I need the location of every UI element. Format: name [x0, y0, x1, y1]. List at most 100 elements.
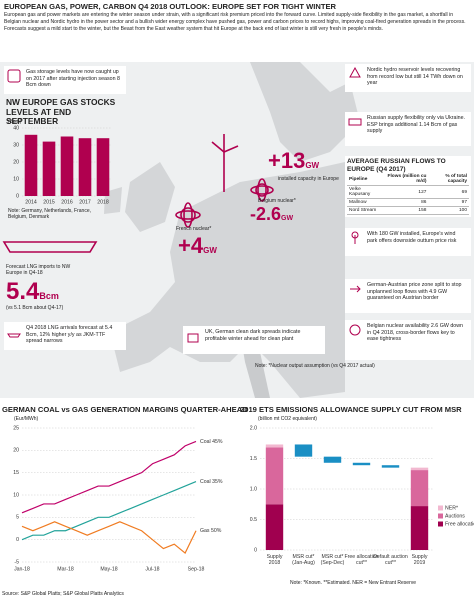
bar	[24, 134, 38, 196]
series-label: Gas 50%	[200, 528, 222, 534]
callout: Gas storage levels have now caught up on…	[4, 66, 126, 94]
lng-compare: (vs 5.1 Bcm about Q4-17)	[6, 305, 64, 311]
bar-segment	[265, 504, 284, 550]
x-tick-label: 2018	[97, 199, 109, 205]
y-tick-label: 15	[13, 470, 19, 476]
x-tick-label: 2015	[43, 199, 55, 205]
callout-text: Gas storage levels have now caught up on…	[26, 69, 120, 89]
row: Velke Kapusany 127 69	[347, 185, 469, 199]
x-tick-label: MSR cut* (Sep-Dec)	[321, 554, 345, 566]
stat-label: installed capacity in Europe	[278, 176, 339, 182]
y-tick-label: 2.0	[250, 425, 257, 431]
series-label: Coal 35%	[200, 479, 223, 485]
change-bar	[352, 462, 371, 466]
y-tick-label: 30	[13, 142, 19, 148]
legend-label: NER*	[445, 505, 458, 511]
cell: 86	[382, 198, 429, 207]
x-tick-label: Jul-18	[145, 566, 159, 572]
callout: UK, German clean dark spreads indicate p…	[183, 326, 325, 354]
cell: 100	[428, 206, 469, 215]
x-tick-label: Sep-18	[188, 566, 205, 572]
line	[21, 440, 197, 514]
x-tick-label: Mar-18	[57, 566, 74, 572]
stat-value: -2.6	[250, 204, 282, 224]
cell: 97	[428, 198, 469, 207]
y-tick-label: 5	[16, 515, 19, 521]
y-tick-label: -5	[14, 559, 19, 565]
bar	[78, 138, 92, 196]
y-tick-label: 0.5	[250, 517, 257, 523]
legend-swatch	[438, 505, 443, 511]
y-tick-label: 40	[13, 125, 19, 131]
y-tick-label: 0	[16, 193, 19, 199]
x-tick-label: May-18	[100, 566, 117, 572]
line	[21, 521, 197, 555]
chart-subtitle: (Eur/MWh)	[14, 416, 39, 422]
table-title: AVERAGE RUSSIAN FLOWS TO EUROPE (Q4 2017…	[347, 158, 446, 173]
stat-value: +13	[268, 148, 306, 173]
chart-note: Note: *Known. **Estimated. NER = New Ent…	[290, 580, 417, 586]
chart-note: Note: Germany, Netherlands, France, Belg…	[8, 208, 91, 221]
y-tick-label: 10	[13, 176, 19, 182]
legend-swatch	[438, 513, 443, 519]
bar	[42, 141, 56, 196]
y-tick-label: 1.5	[250, 456, 257, 462]
cell: Velke Kapusany	[347, 185, 383, 199]
legend-label: Free allocations	[445, 521, 474, 527]
chart-title: GERMAN COAL vs GAS GENERATION MARGINS QU…	[2, 405, 248, 414]
th: Flows (million cu m/d)	[382, 173, 429, 186]
chart-title: NW EUROPE GAS STOCKS LEVELS AT END SEPTE…	[6, 97, 116, 126]
table: Pipeline Flows (million cu m/d)% of total…	[347, 173, 469, 215]
table-header: Pipeline Flows (million cu m/d)% of total…	[347, 173, 469, 186]
source: Source: S&P Global Platts; S&P Global Pl…	[2, 591, 124, 597]
table-box: AVERAGE RUSSIAN FLOWS TO EUROPE (Q4 2017…	[345, 156, 471, 217]
callout: Nordic hydro reservoir levels recovering…	[345, 64, 471, 92]
change-bar	[323, 456, 342, 463]
stat-unit: GW	[203, 246, 217, 255]
y-tick-label: 25	[13, 425, 19, 431]
callout-text: Russian supply flexibility only via Ukra…	[367, 115, 466, 135]
cell: 158	[382, 206, 429, 215]
lng-value: 5.4	[6, 278, 40, 305]
x-tick-label: MSR cut* (Jan-Aug)	[292, 554, 315, 566]
legend-swatch	[438, 521, 443, 527]
bar-chart: 0 10 20 30 40 2014 2015 2016 2017 2018	[13, 125, 112, 205]
x-tick-label: Free allocation cut**	[344, 554, 378, 566]
callout: Russian supply flexibility only via Ukra…	[345, 112, 471, 146]
stat: -2.6GW	[250, 204, 293, 225]
bar-segment	[265, 444, 284, 448]
stat: +4GW	[178, 233, 217, 259]
callout-text: With 180 GW installed, Europe's wind par…	[367, 231, 457, 244]
x-tick-label: 2014	[25, 199, 37, 205]
y-tick-label: 20	[13, 159, 19, 165]
callout-text: UK, German clean dark spreads indicate p…	[205, 329, 301, 342]
callout-text: Q4 2018 LNG arrivals forecast at 5.4 Bcm…	[26, 325, 113, 345]
change-bar	[381, 465, 400, 468]
bar-segment	[410, 470, 429, 507]
callout-text: German-Austrian price zone split to stop…	[367, 282, 462, 302]
stat-unit: GW	[281, 215, 294, 222]
cell: Mallnow	[347, 198, 383, 207]
bar-segment	[265, 447, 284, 505]
title: EUROPEAN GAS, POWER, CARBON Q4 2018 OUTL…	[4, 2, 337, 11]
th: % of total capacity	[428, 173, 469, 186]
row: Nord Stream 158 100	[347, 206, 469, 215]
y-tick-label: 0	[254, 547, 257, 553]
chart-title: 2019 ETS EMISSIONS ALLOWANCE SUPPLY CUT …	[240, 405, 462, 414]
cell: 127	[382, 185, 429, 199]
callout: With 180 GW installed, Europe's wind par…	[345, 228, 471, 256]
lng-unit: Bcm	[39, 291, 59, 301]
chart-subtitle: (billion mt CO2 equivalent)	[258, 416, 317, 422]
callout-text: Nordic hydro reservoir levels recovering…	[367, 67, 463, 87]
change-bar	[294, 444, 313, 457]
bar-segment	[410, 506, 429, 550]
row: Mallnow 86 97	[347, 198, 469, 207]
stat-label: Belgium nuclear*	[258, 198, 296, 204]
x-tick-label: Supply 2018	[267, 554, 283, 566]
th: Pipeline	[347, 173, 383, 186]
y-tick-label: 20	[13, 448, 19, 454]
bar-segment	[410, 467, 429, 471]
cell: 69	[428, 185, 469, 199]
stat-label: French nuclear*	[176, 226, 212, 232]
